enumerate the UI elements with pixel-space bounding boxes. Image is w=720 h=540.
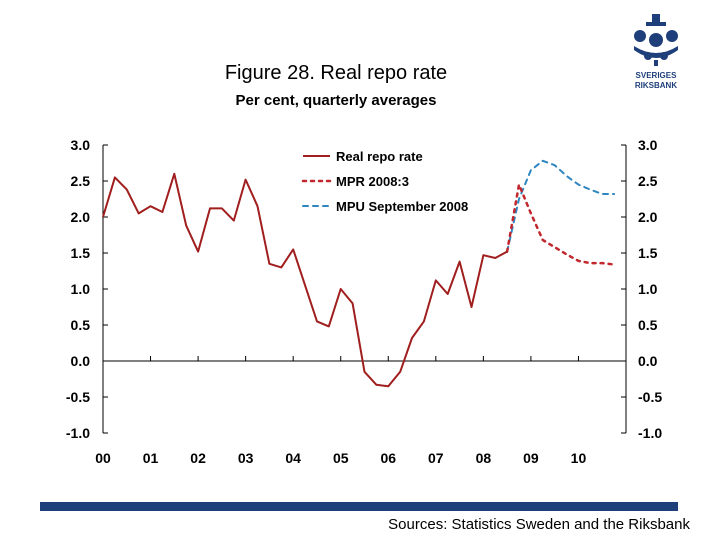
y-tick-label-left: 3.0 xyxy=(71,137,91,153)
chart-title: Figure 28. Real repo rate xyxy=(224,62,448,84)
x-tick-label: 02 xyxy=(190,450,206,466)
y-tick-label-right: 3.0 xyxy=(638,137,658,153)
y-tick-label-left: -0.5 xyxy=(66,389,90,405)
x-tick-label: 07 xyxy=(428,450,444,466)
y-tick-label-right: 2.5 xyxy=(638,173,658,189)
x-tick-label: 03 xyxy=(238,450,254,466)
y-tick-label-right: 1.0 xyxy=(638,281,658,297)
x-tick-label: 04 xyxy=(285,450,301,466)
riksbank-logo: SVERIGES RIKSBANK xyxy=(634,14,678,90)
y-tick-label-left: 2.0 xyxy=(71,209,91,225)
y-tick-label-left: -1.0 xyxy=(66,425,90,441)
y-tick-label-left: 1.0 xyxy=(71,281,91,297)
y-tick-label-right: 0.5 xyxy=(638,317,658,333)
svg-text:RIKSBANK: RIKSBANK xyxy=(635,81,677,90)
source-note: Sources: Statistics Sweden and the Riksb… xyxy=(388,516,690,533)
footer-bar xyxy=(40,502,678,511)
series-line-1 xyxy=(102,172,508,388)
y-tick-label-right: 2.0 xyxy=(638,209,658,225)
series-line-2 xyxy=(505,183,616,266)
chart-subtitle: Per cent, quarterly averages xyxy=(235,92,437,109)
y-tick-label-right: -1.0 xyxy=(638,425,662,441)
x-tick-label: 00 xyxy=(95,450,111,466)
x-tick-label: 05 xyxy=(333,450,349,466)
legend-label-1: Real repo rate xyxy=(336,149,423,164)
y-tick-label-right: -0.5 xyxy=(638,389,662,405)
x-tick-label: 06 xyxy=(380,450,396,466)
y-tick-label-right: 1.5 xyxy=(638,245,658,261)
y-tick-label-right: 0.0 xyxy=(638,353,658,369)
y-tick-label-left: 2.5 xyxy=(71,173,91,189)
y-tick-label-left: 1.5 xyxy=(71,245,91,261)
x-tick-label: 01 xyxy=(143,450,159,466)
svg-text:SVERIGES: SVERIGES xyxy=(636,71,678,80)
y-tick-label-left: 0.5 xyxy=(71,317,91,333)
legend-label-3: MPU September 2008 xyxy=(336,199,468,214)
x-tick-label: 09 xyxy=(523,450,539,466)
series-line-3 xyxy=(506,159,616,253)
x-tick-label: 10 xyxy=(571,450,587,466)
y-tick-label-left: 0.0 xyxy=(71,353,91,369)
legend-label-2: MPR 2008:3 xyxy=(336,174,409,189)
x-tick-label: 08 xyxy=(476,450,492,466)
